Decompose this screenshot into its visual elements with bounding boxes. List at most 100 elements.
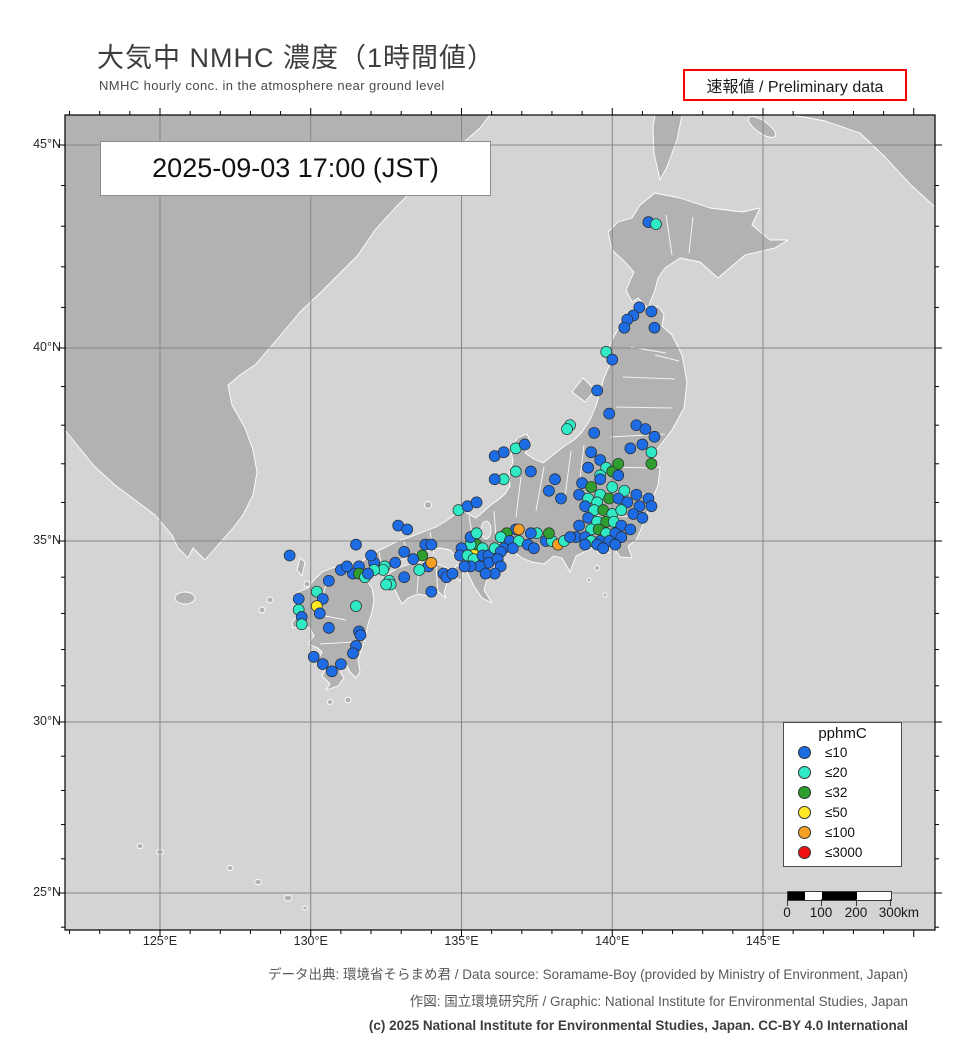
station-dot	[573, 519, 585, 532]
station-dot	[307, 650, 320, 663]
station-dot	[549, 473, 561, 486]
x-tick-label: 125°E	[142, 934, 178, 948]
station-dot	[283, 549, 296, 562]
map-frame	[64, 114, 936, 931]
sakhalin	[652, 114, 683, 181]
station-dot	[582, 461, 594, 474]
station-dot	[350, 600, 362, 613]
station-dot	[512, 523, 525, 536]
station-dot	[347, 647, 359, 660]
station-dot	[618, 321, 631, 334]
legend-item: ≤32	[784, 782, 901, 802]
station-dot	[509, 465, 522, 478]
sado-island	[571, 377, 596, 403]
legend-color-dot	[798, 745, 811, 759]
station-dot	[609, 538, 622, 551]
lake-biwa	[480, 520, 492, 540]
station-dot	[413, 564, 426, 576]
station-dot	[645, 457, 658, 470]
station-dot	[389, 556, 402, 569]
page-subtitle: NMHC hourly conc. in the atmosphere near…	[99, 78, 445, 93]
asia-continent	[64, 114, 491, 561]
legend-item: ≤50	[784, 802, 901, 822]
station-dot	[650, 218, 662, 231]
station-dot	[518, 438, 531, 451]
legend-color-dot	[798, 805, 811, 819]
station-dot	[591, 384, 604, 397]
station-dot	[600, 346, 613, 358]
station-dot	[292, 593, 305, 605]
x-tick-label: 145°E	[745, 934, 781, 948]
scale-bar: 0 100 200 300 km	[783, 891, 937, 923]
station-dot	[648, 321, 661, 334]
scale-unit: km	[901, 905, 919, 920]
station-dot	[633, 500, 646, 513]
scale-200: 200	[844, 905, 868, 920]
station-dot	[365, 549, 377, 562]
station-dot	[645, 500, 658, 513]
station-dot	[425, 538, 438, 551]
legend-item: ≤100	[784, 822, 901, 842]
station-dot	[295, 618, 308, 631]
station-dot	[506, 542, 519, 555]
scale-300: 300	[878, 905, 902, 920]
legend-color-dot	[798, 825, 811, 839]
y-tick-label: 35°N	[33, 533, 61, 547]
legend-color-dot	[798, 765, 811, 779]
station-dot	[633, 301, 646, 314]
footer-data-source: データ出典: 環境省そらまめ君 / Data source: Soramame-…	[268, 967, 908, 982]
station-dot	[636, 438, 649, 451]
legend-item-label: ≤100	[825, 824, 855, 840]
station-dot	[612, 469, 625, 482]
iki	[303, 580, 311, 588]
station-dot	[645, 305, 658, 318]
station-dot	[362, 567, 374, 580]
station-dot	[380, 578, 392, 591]
legend-item-label: ≤3000	[825, 844, 863, 860]
timestamp-box: 2025-09-03 17:00 (JST)	[100, 141, 491, 196]
y-tick-label: 25°N	[33, 885, 61, 899]
station-dot	[624, 442, 637, 455]
map-area	[55, 105, 945, 940]
legend-item: ≤20	[784, 762, 901, 782]
station-dot	[597, 542, 610, 555]
station-dots	[283, 216, 662, 678]
station-dot	[630, 488, 643, 501]
scale-bar-segments	[787, 891, 892, 901]
station-dot	[313, 607, 326, 620]
station-dot	[407, 553, 420, 565]
station-dot	[354, 629, 367, 641]
station-dot	[322, 574, 335, 587]
y-tick-label: 40°N	[33, 340, 61, 354]
station-dot	[335, 658, 347, 670]
station-dot	[588, 427, 601, 439]
frame-ticks	[58, 108, 942, 937]
station-dot	[341, 560, 353, 573]
legend-color-dot	[798, 845, 811, 859]
x-tick-label: 130°E	[293, 934, 328, 948]
scale-0: 0	[783, 905, 791, 920]
station-dot	[579, 538, 591, 551]
station-dot	[636, 511, 649, 524]
x-tick-label: 135°E	[444, 934, 479, 948]
station-dot	[479, 567, 492, 580]
station-dot	[398, 546, 411, 558]
footer-copyright: (c) 2025 National Institute for Environm…	[368, 1018, 908, 1033]
station-dot	[615, 504, 628, 516]
station-dot	[350, 538, 362, 551]
station-dot	[594, 454, 607, 466]
legend-item-label: ≤50	[825, 804, 848, 820]
station-dot	[470, 527, 483, 540]
legend-rows: ≤10 ≤20 ≤32 ≤50 ≤100 ≤3000	[784, 742, 901, 862]
legend-item-label: ≤20	[825, 764, 848, 780]
station-dot	[543, 527, 555, 540]
station-dot	[398, 571, 411, 584]
station-dot	[524, 527, 537, 540]
preliminary-data-badge: 速報値 / Preliminary data	[683, 69, 907, 101]
station-dot	[316, 658, 329, 670]
station-dot	[612, 457, 625, 470]
station-dot	[618, 484, 631, 497]
station-dot	[606, 481, 619, 493]
station-dot	[528, 542, 540, 555]
